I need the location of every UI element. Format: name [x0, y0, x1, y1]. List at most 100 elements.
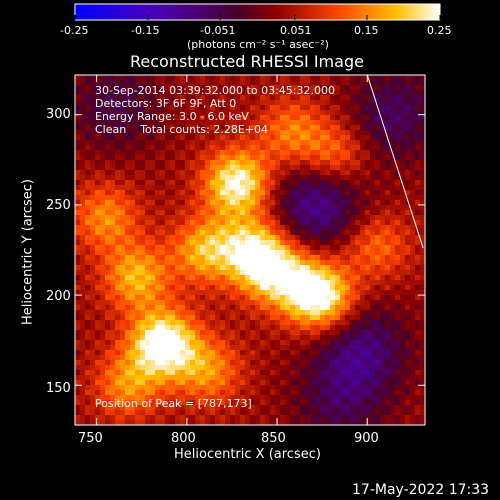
heatmap-cell [410, 315, 416, 321]
colorbar-tick-label: 0.051 [280, 24, 312, 37]
heatmap-cell [355, 355, 361, 361]
heatmap-cell [75, 230, 81, 236]
heatmap-cell [255, 365, 261, 371]
heatmap-cell [250, 125, 256, 131]
heatmap-cell [145, 80, 151, 86]
heatmap-cell [140, 110, 146, 116]
heatmap-cell [355, 150, 361, 156]
heatmap-cell [210, 130, 216, 136]
heatmap-cell [260, 180, 266, 186]
heatmap-cell [175, 80, 181, 86]
heatmap-cell [90, 95, 96, 101]
heatmap-cell [370, 325, 376, 331]
heatmap-cell [390, 215, 396, 221]
heatmap-cell [270, 220, 276, 226]
heatmap-cell [145, 295, 151, 301]
heatmap-cell [390, 155, 396, 161]
heatmap-cell [140, 175, 146, 181]
heatmap-cell [305, 210, 311, 216]
heatmap-cell [130, 400, 136, 406]
heatmap-cell [120, 170, 126, 176]
heatmap-cell [240, 225, 246, 231]
heatmap-cell [265, 180, 271, 186]
heatmap-cell [270, 360, 276, 366]
heatmap-cell [230, 355, 236, 361]
heatmap-cell [235, 135, 241, 141]
heatmap-cell [380, 195, 386, 201]
heatmap-cell [265, 155, 271, 161]
heatmap-cell [215, 75, 221, 81]
heatmap-cell [170, 280, 176, 286]
heatmap-cell [325, 345, 331, 351]
heatmap-cell [370, 210, 376, 216]
heatmap-cell [105, 270, 111, 276]
heatmap-cell [90, 360, 96, 366]
heatmap-cell [275, 420, 281, 425]
heatmap-cell [125, 90, 131, 96]
heatmap-cell [100, 350, 106, 356]
heatmap-cell [275, 145, 281, 151]
heatmap-cell [285, 240, 291, 246]
heatmap-cell [355, 295, 361, 301]
heatmap-cell [195, 95, 201, 101]
heatmap-cell [300, 380, 306, 386]
heatmap-cell [80, 315, 86, 321]
heatmap-cell [390, 285, 396, 291]
heatmap-cell [275, 85, 281, 91]
heatmap-cell [410, 150, 416, 156]
heatmap-cell [345, 350, 351, 356]
heatmap-cell [275, 80, 281, 86]
heatmap-cell [370, 295, 376, 301]
heatmap-cell [180, 375, 186, 381]
heatmap-cell [200, 90, 206, 96]
heatmap-cell [385, 95, 391, 101]
heatmap-cell [235, 255, 241, 261]
heatmap-cell [90, 155, 96, 161]
heatmap-cell [275, 105, 281, 111]
heatmap-cell [340, 385, 346, 391]
heatmap-cell [235, 105, 241, 111]
heatmap-cell [105, 335, 111, 341]
heatmap-cell [335, 230, 341, 236]
heatmap-cell [330, 150, 336, 156]
heatmap-cell [370, 115, 376, 121]
heatmap-cell [330, 315, 336, 321]
heatmap-cell [140, 410, 146, 416]
heatmap-cell [125, 255, 131, 261]
heatmap-cell [235, 160, 241, 166]
colorbar [74, 3, 441, 21]
heatmap-cell [155, 420, 161, 425]
heatmap-cell [125, 250, 131, 256]
heatmap-cell [220, 365, 226, 371]
heatmap-cell [335, 290, 341, 296]
heatmap-cell [225, 405, 231, 411]
heatmap-cell [110, 330, 116, 336]
heatmap-cell [110, 415, 116, 421]
heatmap-cell [265, 305, 271, 311]
heatmap-cell [125, 370, 131, 376]
heatmap-cell [205, 300, 211, 306]
heatmap-cell [95, 280, 101, 286]
heatmap-cell [145, 300, 151, 306]
heatmap-cell [300, 410, 306, 416]
heatmap-cell [80, 265, 86, 271]
heatmap-cell [130, 215, 136, 221]
heatmap-cell [230, 165, 236, 171]
heatmap-cell [130, 200, 136, 206]
heatmap-cell [300, 405, 306, 411]
heatmap-cell [205, 225, 211, 231]
heatmap-cell [110, 350, 116, 356]
heatmap-cell [190, 340, 196, 346]
heatmap-cell [160, 375, 166, 381]
heatmap-cell [410, 125, 416, 131]
heatmap-cell [335, 115, 341, 121]
heatmap-cell [115, 260, 121, 266]
heatmap-cell [320, 300, 326, 306]
heatmap-cell [255, 220, 261, 226]
heatmap-cell [95, 235, 101, 241]
heatmap-cell [185, 395, 191, 401]
heatmap-cell [165, 140, 171, 146]
heatmap-cell [80, 240, 86, 246]
heatmap-cell [380, 270, 386, 276]
heatmap-cell [285, 190, 291, 196]
